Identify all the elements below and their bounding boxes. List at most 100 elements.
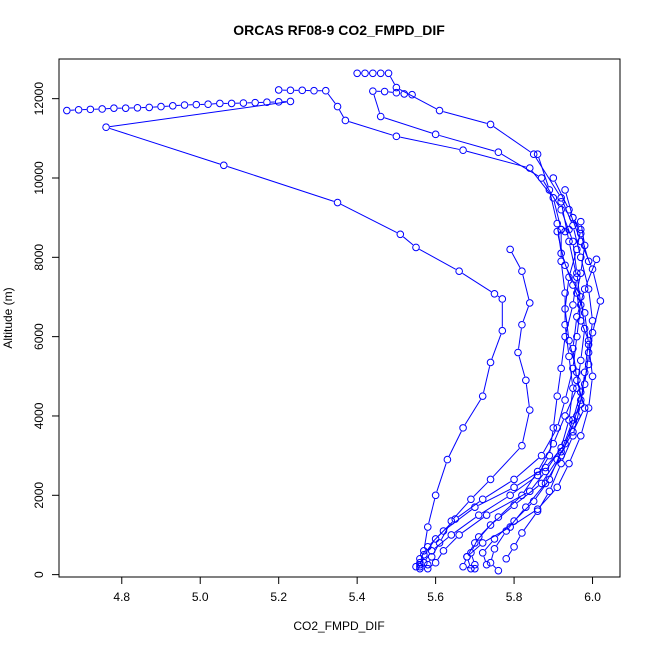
data-point <box>431 558 440 567</box>
data-point <box>427 547 436 555</box>
data-point <box>416 562 424 571</box>
series-line-segment <box>570 439 580 461</box>
data-point <box>569 344 577 353</box>
series-10 <box>467 225 589 569</box>
data-point <box>369 87 377 95</box>
series-line-segment <box>561 205 569 238</box>
series-line-segment <box>562 439 572 461</box>
data-point <box>251 98 259 107</box>
series-line-segment <box>576 296 581 317</box>
series-line-segment <box>561 340 566 365</box>
data-point <box>459 146 467 155</box>
y-axis-label: Altitude (m) <box>1 287 15 348</box>
series-line-segment <box>531 170 552 196</box>
data-point <box>86 105 95 114</box>
series-line-segment <box>464 399 482 425</box>
data-point <box>263 98 271 107</box>
data-point <box>557 225 565 234</box>
series-line-segment <box>497 295 500 298</box>
series-line-segment <box>437 553 442 560</box>
data-point <box>537 479 546 488</box>
data-point <box>467 495 475 504</box>
data-point <box>518 320 526 329</box>
data-point <box>569 384 577 393</box>
data-point <box>569 237 577 246</box>
series-line-segment <box>584 344 589 369</box>
data-point <box>573 269 581 277</box>
data-point <box>376 112 385 121</box>
data-point <box>592 255 601 264</box>
data-point <box>596 297 605 305</box>
data-point <box>486 358 495 367</box>
data-point <box>580 380 589 389</box>
data-point <box>561 261 569 270</box>
data-point <box>584 257 593 266</box>
series-line-segment <box>469 545 481 555</box>
series-line-segment <box>485 481 512 498</box>
data-point <box>569 221 577 230</box>
data-point <box>588 328 597 337</box>
data-point <box>557 459 565 468</box>
data-point <box>490 535 499 543</box>
data-point <box>576 356 585 365</box>
series-line-segment <box>481 519 496 535</box>
series-line-segment <box>576 276 581 302</box>
series-line-segment <box>522 413 530 443</box>
series-line-segment <box>565 312 570 337</box>
data-point <box>537 451 546 460</box>
series-11 <box>416 197 581 571</box>
data-point <box>580 241 589 250</box>
series-line-segment <box>508 509 524 529</box>
data-point <box>584 348 593 357</box>
data-point <box>298 86 307 95</box>
plot-frame <box>58 58 621 578</box>
data-point <box>573 245 581 254</box>
series-line-segment <box>373 94 381 113</box>
series-line-segment <box>576 364 581 385</box>
data-point <box>588 265 597 274</box>
series-line-segment <box>497 523 512 537</box>
data-point <box>576 225 585 234</box>
series-5 <box>423 245 534 569</box>
series-line-segment <box>553 201 561 226</box>
data-point <box>423 564 432 573</box>
data-point <box>384 69 393 78</box>
data-point <box>321 86 330 95</box>
data-point <box>580 285 589 293</box>
series-line-segment <box>568 360 573 385</box>
data-point <box>565 237 573 246</box>
x-tick-label: 4.8 <box>113 590 130 604</box>
data-point <box>490 545 499 553</box>
series-line-segment <box>566 391 576 413</box>
series-line-segment <box>592 272 600 298</box>
data-point <box>573 332 581 341</box>
series-line-segment <box>580 225 585 242</box>
series-line-segment <box>562 423 573 449</box>
data-point <box>561 412 569 420</box>
plot-area <box>63 69 605 575</box>
data-point <box>573 376 581 385</box>
series-line-segment <box>389 76 395 85</box>
data-point <box>494 513 503 521</box>
series-line-segment <box>580 376 585 401</box>
series-line-segment <box>522 274 530 300</box>
series-line-segment <box>572 280 577 302</box>
series-line-segment <box>484 541 493 551</box>
series-line-segment <box>448 431 462 457</box>
series-line-segment <box>523 474 536 493</box>
data-point <box>498 326 507 335</box>
data-point <box>490 290 499 298</box>
data-point <box>533 150 542 158</box>
series-line-segment <box>493 126 531 153</box>
series-line-segment <box>434 537 449 549</box>
data-point <box>416 560 424 569</box>
data-point <box>392 132 401 141</box>
series-line-segment <box>554 181 568 207</box>
data-point <box>576 316 585 325</box>
data-point <box>439 547 448 555</box>
series-line-segment <box>543 431 556 453</box>
data-point <box>420 550 428 559</box>
series-line-segment <box>573 229 581 254</box>
series-line-segment <box>525 384 530 407</box>
series-line-segment <box>500 497 520 515</box>
